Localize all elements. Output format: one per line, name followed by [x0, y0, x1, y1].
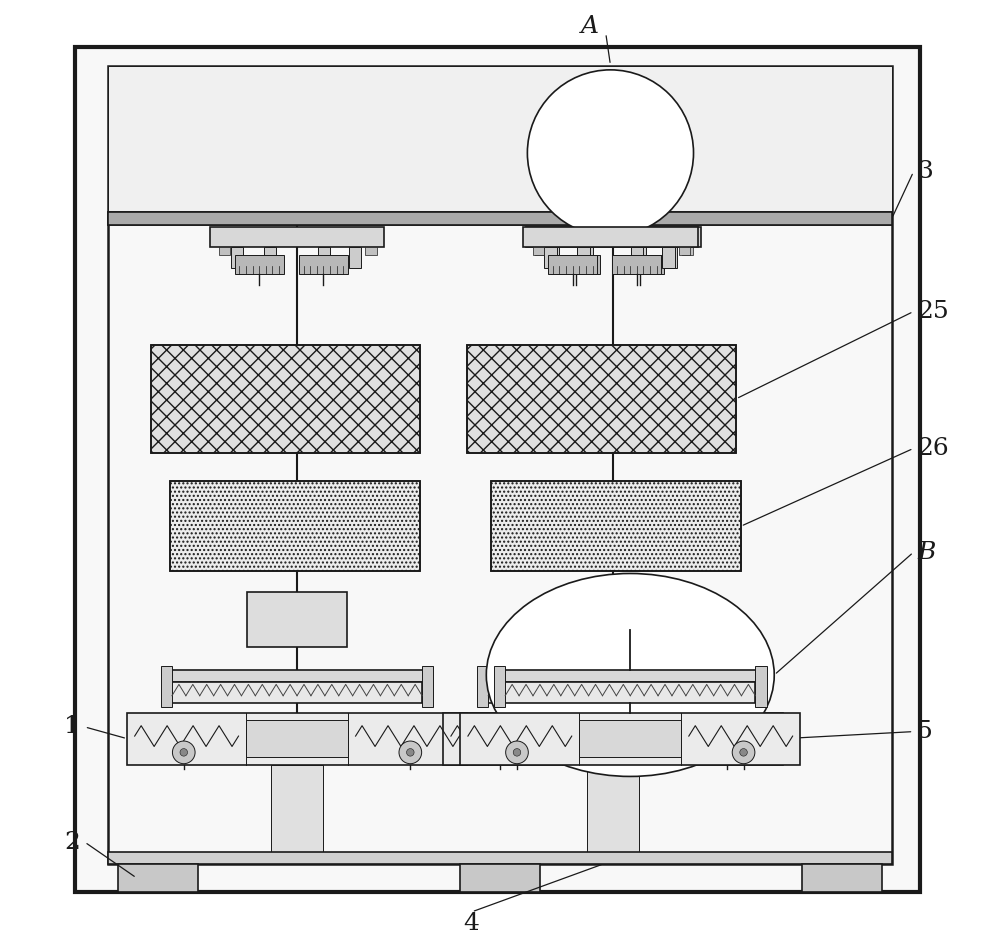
Bar	[535, 247, 547, 255]
Circle shape	[527, 70, 694, 236]
Bar	[210, 227, 384, 247]
Bar	[318, 247, 330, 268]
Bar	[108, 212, 892, 225]
Bar	[547, 247, 559, 268]
Bar	[467, 345, 736, 453]
Bar	[662, 247, 675, 268]
Text: 2: 2	[64, 831, 80, 853]
Bar	[544, 247, 557, 268]
Bar	[548, 255, 597, 274]
Bar	[460, 864, 540, 892]
Bar	[443, 713, 783, 765]
Text: 4: 4	[464, 912, 480, 935]
Bar	[526, 227, 701, 247]
Bar	[577, 247, 590, 268]
Bar	[108, 66, 892, 212]
Bar	[562, 720, 664, 757]
Bar	[551, 255, 600, 274]
Bar	[75, 47, 920, 892]
Bar	[167, 670, 427, 682]
Circle shape	[732, 741, 755, 764]
Bar	[271, 765, 323, 852]
Bar	[477, 666, 488, 707]
Bar	[349, 247, 361, 268]
Bar	[264, 247, 276, 268]
Bar	[679, 247, 690, 255]
Bar	[467, 345, 736, 453]
Bar	[505, 682, 755, 703]
Bar	[219, 247, 230, 255]
Bar	[460, 713, 800, 765]
Bar	[108, 852, 892, 864]
Bar	[755, 666, 767, 707]
Bar	[634, 247, 646, 268]
Circle shape	[399, 741, 422, 764]
Bar	[161, 666, 172, 707]
Circle shape	[407, 749, 414, 756]
Bar	[151, 345, 420, 453]
Bar	[491, 481, 741, 571]
Bar	[483, 670, 743, 682]
Bar	[235, 255, 284, 274]
Circle shape	[496, 749, 504, 756]
Circle shape	[723, 749, 730, 756]
Bar	[802, 864, 882, 892]
Bar	[615, 255, 664, 274]
Bar	[231, 247, 243, 268]
Bar	[108, 66, 892, 864]
Bar	[127, 713, 467, 765]
Circle shape	[172, 741, 195, 764]
Bar	[564, 592, 663, 647]
Bar	[665, 247, 677, 268]
Text: 3: 3	[917, 160, 933, 183]
Bar	[587, 765, 639, 852]
Text: A: A	[581, 15, 599, 38]
Bar	[488, 682, 738, 703]
Circle shape	[506, 741, 528, 764]
Bar	[151, 345, 420, 453]
Bar	[533, 247, 544, 255]
Text: 26: 26	[917, 437, 949, 460]
Bar	[738, 666, 750, 707]
Bar	[170, 481, 420, 571]
Bar	[170, 481, 420, 571]
Bar	[247, 592, 347, 647]
Circle shape	[180, 749, 188, 756]
Bar	[299, 255, 348, 274]
Bar	[682, 247, 693, 255]
Text: 25: 25	[917, 300, 949, 323]
Text: 1: 1	[64, 716, 80, 738]
Bar	[500, 670, 760, 682]
Bar	[422, 666, 433, 707]
Circle shape	[715, 741, 738, 764]
Bar	[494, 666, 505, 707]
Bar	[579, 720, 681, 757]
Bar	[108, 212, 892, 225]
Bar	[172, 682, 422, 703]
Bar	[580, 247, 593, 268]
Bar	[246, 720, 348, 757]
Bar	[631, 247, 643, 268]
Text: 5: 5	[917, 720, 933, 743]
Circle shape	[513, 749, 521, 756]
Circle shape	[489, 741, 511, 764]
Bar	[523, 227, 698, 247]
Bar	[491, 481, 741, 571]
Circle shape	[740, 749, 747, 756]
Text: B: B	[917, 541, 936, 564]
Bar	[612, 255, 661, 274]
Bar	[365, 247, 377, 255]
Bar	[118, 864, 198, 892]
Ellipse shape	[486, 574, 774, 776]
